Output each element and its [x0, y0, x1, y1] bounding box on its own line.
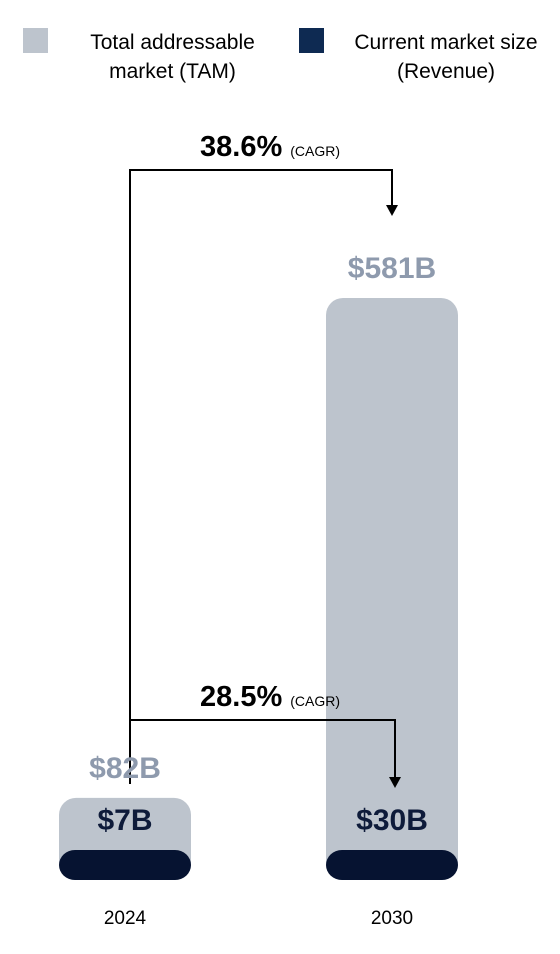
tam-value-label-2024: $82B	[89, 752, 161, 785]
legend-swatch-tam	[23, 28, 48, 53]
cagr-label-revenue: 28.5% (CAGR)	[200, 681, 340, 713]
category-label-2030: 2030	[371, 908, 413, 929]
cagr-arrows-layer	[129, 169, 401, 788]
tam-bar-2030	[326, 298, 458, 880]
revenue-bar-2024	[59, 850, 191, 880]
cagr-value-tam: 38.6%	[200, 131, 282, 163]
cagr-arrow-revenue	[129, 719, 396, 784]
legend-label-revenue: Current market size (Revenue)	[354, 31, 538, 83]
cagr-label-tam: 38.6% (CAGR)	[200, 131, 340, 163]
revenue-bar-2030	[326, 849, 458, 880]
bars-layer	[59, 298, 458, 880]
cagr-value-revenue: 28.5%	[200, 681, 282, 713]
revenue-value-label-2030: $30B	[356, 804, 428, 837]
legend: Total addressable market (TAM) Current m…	[0, 28, 560, 88]
legend-swatch-revenue	[299, 28, 324, 53]
cagr-suffix-tam: (CAGR)	[290, 143, 340, 159]
cagr-arrowhead-revenue	[389, 776, 401, 788]
cagr-suffix-revenue: (CAGR)	[290, 693, 340, 709]
tam-value-label-2030: $581B	[348, 252, 436, 285]
cagr-arrowhead-tam	[386, 205, 398, 216]
revenue-value-label-2024: $7B	[97, 804, 152, 837]
cagr-arrow-tam	[129, 169, 393, 730]
category-label-2024: 2024	[104, 908, 147, 929]
legend-label-tam: Total addressable market (TAM)	[90, 31, 255, 83]
